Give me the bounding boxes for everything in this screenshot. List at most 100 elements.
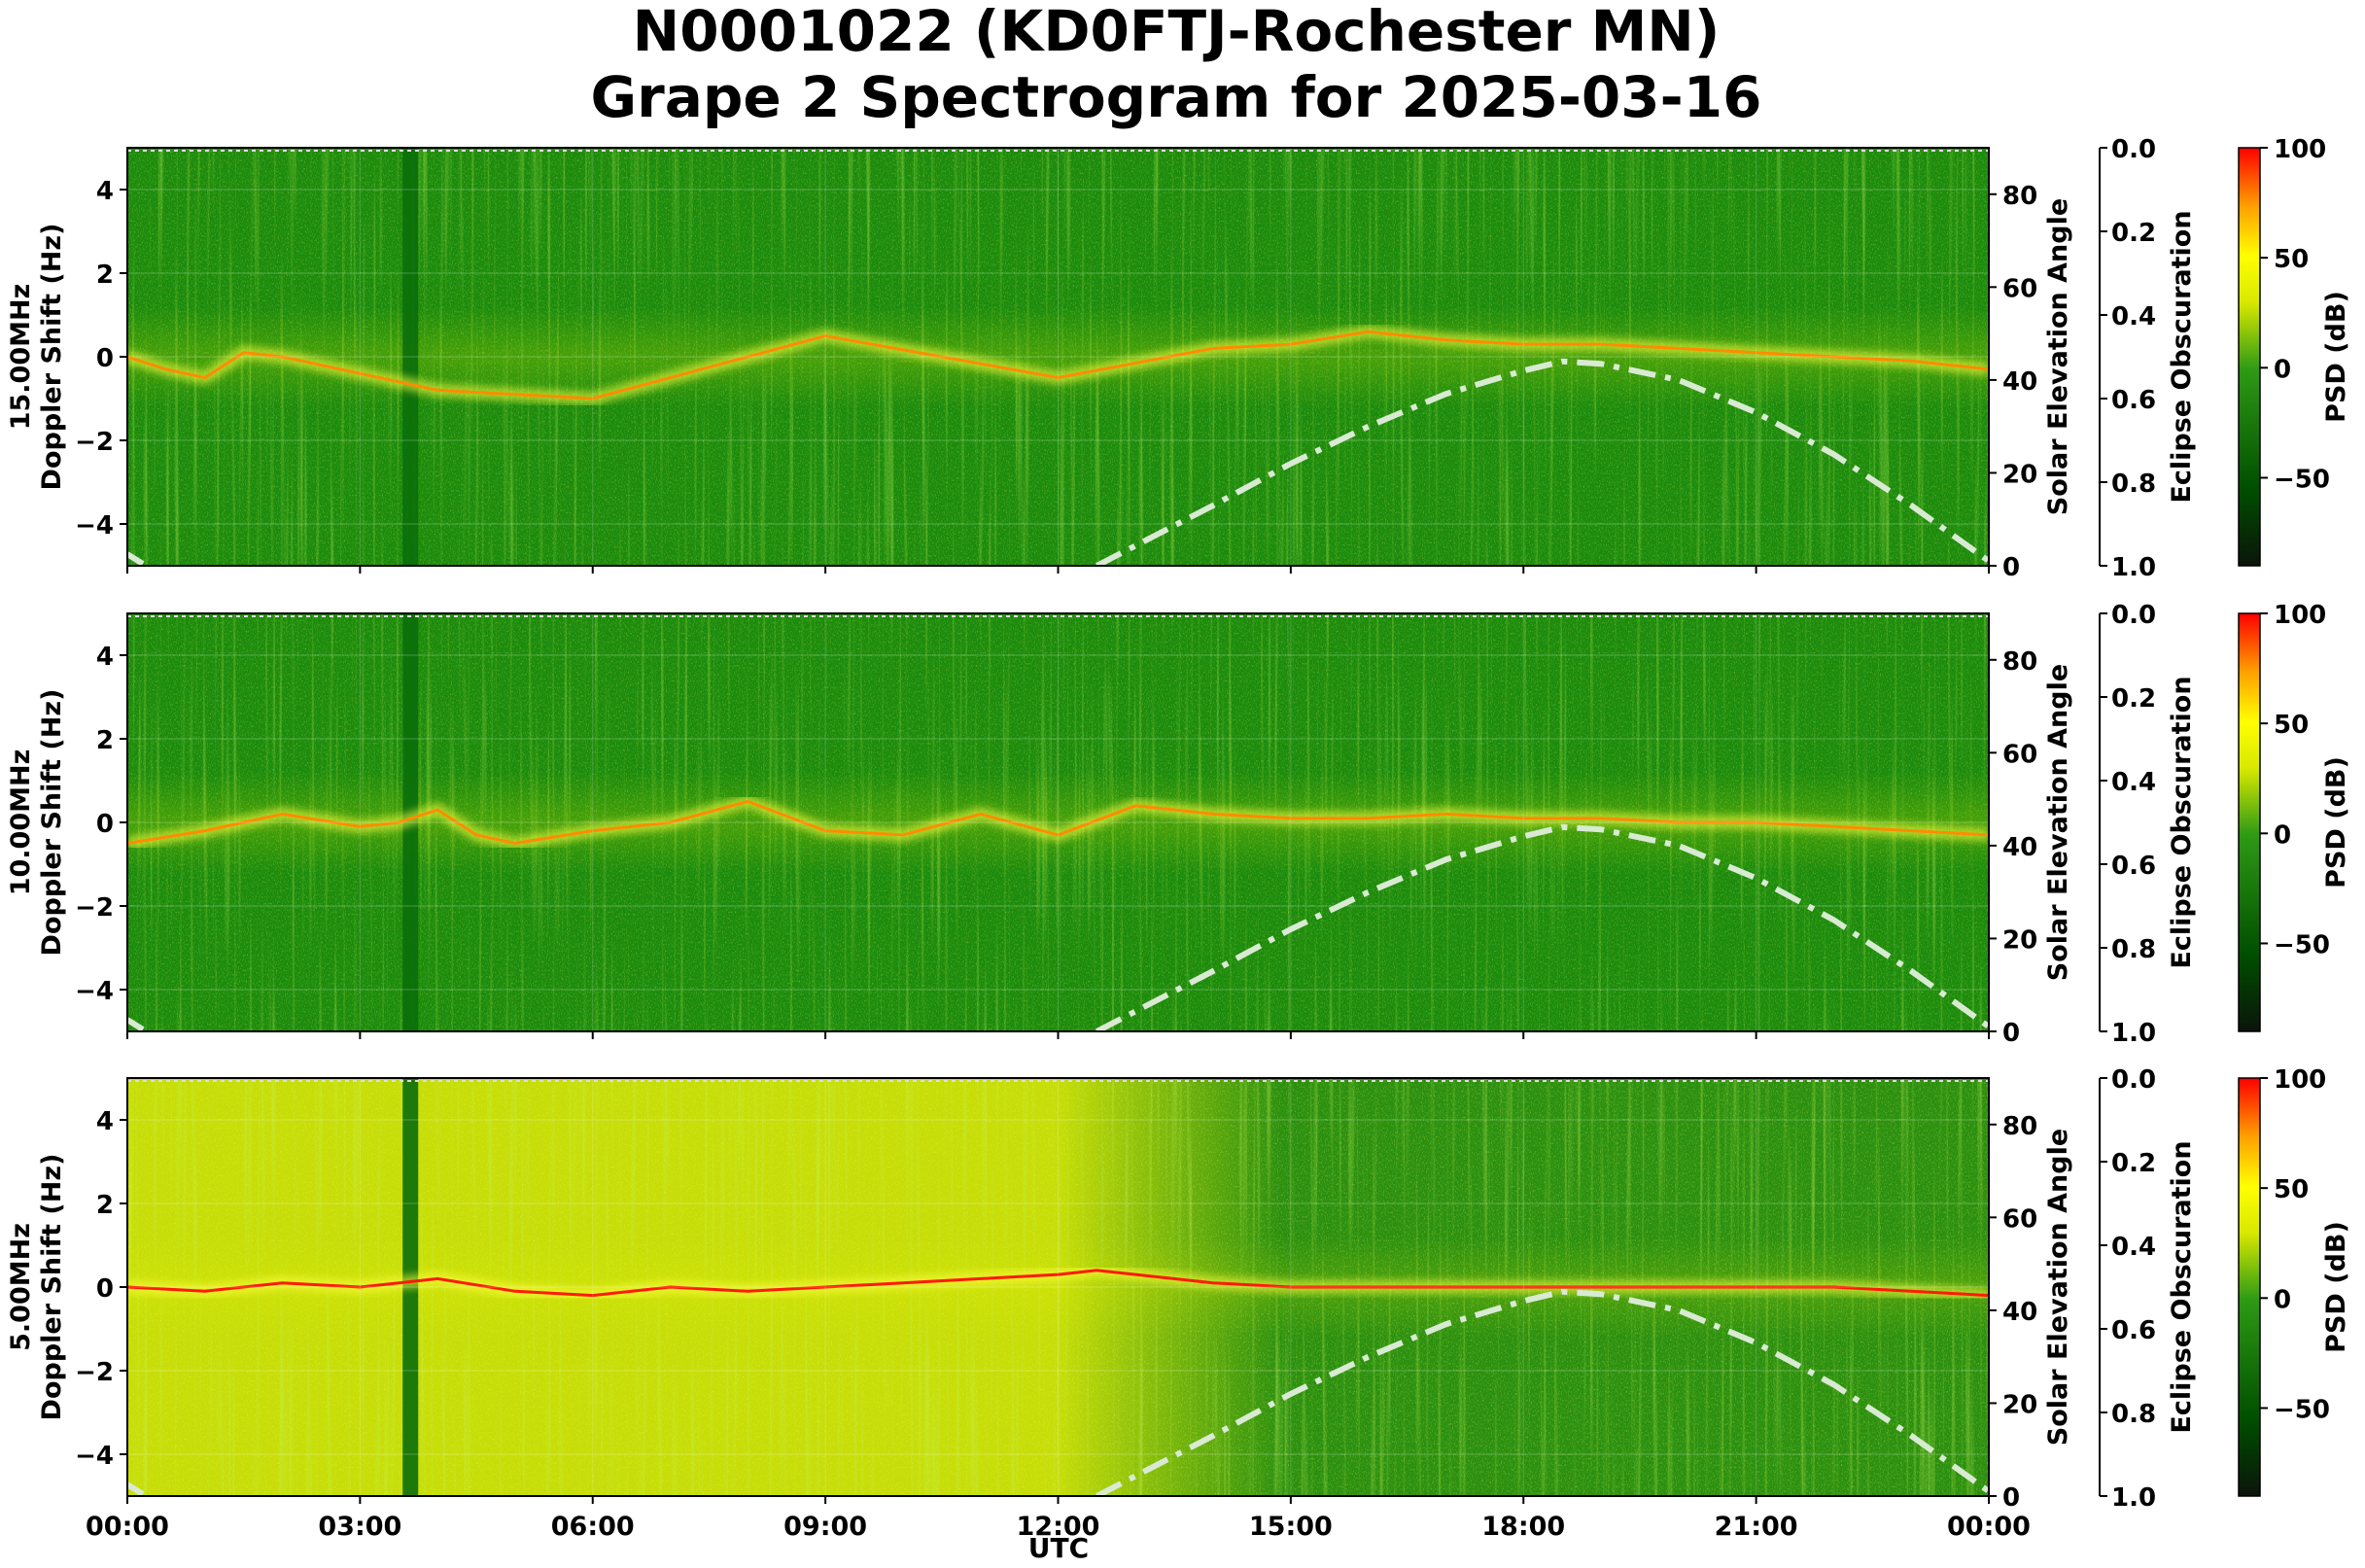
obscuration-tick-label: 1.0 — [2111, 1019, 2156, 1048]
elevation-tick-label: 20 — [2002, 925, 2037, 955]
elevation-tick-label: 80 — [2002, 182, 2037, 211]
x-tick-label: 21:00 — [1715, 1512, 1798, 1542]
obscuration-tick-label: 0.6 — [2111, 852, 2156, 881]
colorbar-label-group: PSD (dB) — [2321, 291, 2351, 423]
plot-area — [127, 1078, 1989, 1496]
x-tick-label: 00:00 — [86, 1512, 169, 1542]
y-axis-label: 15.00MHz Doppler Shift (Hz) — [6, 224, 67, 491]
obscuration-tick-label: 0.2 — [2111, 219, 2156, 248]
elevation-label: Solar Elevation Angle — [2043, 198, 2073, 515]
colorbar-label: PSD (dB) — [2321, 291, 2351, 423]
elevation-tick-label: 40 — [2002, 367, 2037, 397]
obscuration-axis-label: Eclipse Obscuration — [2167, 1140, 2197, 1433]
colorbar-tick-label: 100 — [2274, 135, 2326, 164]
obscuration-tick-label: 0.6 — [2111, 386, 2156, 415]
obscuration-tick-label: 0.8 — [2111, 470, 2156, 499]
elevation-tick-label: 40 — [2002, 1298, 2037, 1327]
colorbar-label: PSD (dB) — [2321, 756, 2351, 889]
panel-10.00mhz: 420−2−410.00MHz Doppler Shift (Hz)0204060… — [6, 601, 2351, 1048]
colorbar-tick-label: 0 — [2274, 355, 2291, 384]
obscuration-axis-label: Eclipse Obscuration — [2167, 210, 2197, 503]
colorbar — [2238, 612, 2261, 1032]
y-axis-label: 10.00MHz Doppler Shift (Hz) — [6, 689, 67, 957]
y-tick-label: 0 — [96, 1274, 114, 1304]
y-tick-label: 0 — [96, 810, 114, 839]
plot-area — [127, 148, 1989, 566]
doppler-axis-label: Doppler Shift (Hz) — [37, 689, 67, 957]
elevation-tick-label: 0 — [2002, 1483, 2020, 1513]
y-tick-label: −4 — [75, 511, 114, 540]
obscuration-tick-label: 0.2 — [2111, 684, 2156, 714]
obscuration-label: Eclipse Obscuration — [2167, 210, 2197, 503]
elevation-tick-label: 80 — [2002, 647, 2037, 677]
obscuration-label: Eclipse Obscuration — [2167, 676, 2197, 968]
elevation-tick-label: 60 — [2002, 1204, 2037, 1234]
obscuration-tick-label: 0.4 — [2111, 768, 2156, 797]
y-tick-label: 4 — [96, 177, 114, 206]
y-tick-label: −2 — [75, 893, 114, 923]
obscuration-label: Eclipse Obscuration — [2167, 1140, 2197, 1433]
obscuration-tick-label: 0.0 — [2111, 1065, 2156, 1095]
y-tick-label: −4 — [75, 977, 114, 1006]
elevation-tick-label: 20 — [2002, 460, 2037, 489]
obscuration-tick-label: 0.2 — [2111, 1149, 2156, 1178]
x-tick-label: 15:00 — [1249, 1512, 1333, 1542]
elevation-axis-label: Solar Elevation Angle — [2043, 664, 2073, 981]
elevation-tick-label: 60 — [2002, 740, 2037, 769]
x-tick-label: 00:00 — [1947, 1512, 2031, 1542]
y-tick-label: 4 — [96, 1107, 114, 1136]
y-tick-label: −4 — [75, 1442, 114, 1471]
colorbar-tick-label: 0 — [2274, 1285, 2291, 1314]
chart-title-line2: Grape 2 Spectrogram for 2025-03-16 — [591, 64, 1762, 130]
colorbar-tick-label: −50 — [2274, 465, 2330, 494]
colorbar-label: PSD (dB) — [2321, 1221, 2351, 1353]
data-gap-band — [402, 148, 419, 566]
colorbar-tick-label: −50 — [2274, 1395, 2330, 1424]
colorbar-tick-label: 100 — [2274, 601, 2326, 630]
elevation-axis-label: Solar Elevation Angle — [2043, 1129, 2073, 1446]
doppler-axis-label: Doppler Shift (Hz) — [37, 1154, 67, 1421]
solar-elevation-curve-start — [127, 1017, 145, 1031]
elevation-axis-label: Solar Elevation Angle — [2043, 198, 2073, 515]
y-tick-label: −2 — [75, 428, 114, 457]
colorbar-label-group: PSD (dB) — [2321, 1221, 2351, 1353]
obscuration-tick-label: 0.8 — [2111, 1400, 2156, 1429]
y-tick-label: 4 — [96, 643, 114, 672]
obscuration-tick-label: 1.0 — [2111, 1483, 2156, 1513]
obscuration-tick-label: 0.4 — [2111, 1233, 2156, 1262]
colorbar — [2238, 1077, 2261, 1497]
doppler-trace — [127, 1269, 1989, 1298]
plot-area — [127, 613, 1989, 1031]
solar-elevation-curve — [1096, 823, 1989, 1031]
elevation-tick-label: 40 — [2002, 833, 2037, 862]
panel-15.00mhz: 420−2−415.00MHz Doppler Shift (Hz)0204060… — [6, 135, 2351, 582]
y-tick-label: 2 — [96, 1191, 114, 1220]
y-tick-label: 0 — [96, 344, 114, 373]
colorbar-tick-label: 50 — [2274, 711, 2309, 740]
elevation-label: Solar Elevation Angle — [2043, 664, 2073, 981]
elevation-tick-label: 0 — [2002, 553, 2020, 582]
elevation-label: Solar Elevation Angle — [2043, 1129, 2073, 1446]
solar-elevation-curve-start — [127, 1481, 145, 1496]
colorbar-tick-label: −50 — [2274, 930, 2330, 959]
solar-elevation-curve-start — [127, 551, 145, 566]
colorbar-tick-label: 50 — [2274, 245, 2309, 274]
obscuration-tick-label: 0.8 — [2111, 935, 2156, 964]
obscuration-tick-label: 0.0 — [2111, 601, 2156, 630]
colorbar-label-group: PSD (dB) — [2321, 756, 2351, 889]
panel-5.00mhz: 420−2−45.00MHz Doppler Shift (Hz)02040608… — [6, 1065, 2351, 1542]
obscuration-tick-label: 0.4 — [2111, 302, 2156, 331]
panels: 420−2−415.00MHz Doppler Shift (Hz)0204060… — [6, 135, 2351, 1542]
panel-frequency-label: 15.00MHz — [6, 284, 36, 431]
obscuration-tick-label: 1.0 — [2111, 553, 2156, 582]
colorbar — [2238, 147, 2261, 567]
elevation-tick-label: 60 — [2002, 274, 2037, 303]
x-tick-label: 12:00 — [1017, 1512, 1100, 1542]
obscuration-tick-label: 0.6 — [2111, 1316, 2156, 1345]
panel-frequency-label: 5.00MHz — [6, 1223, 36, 1351]
x-tick-label: 03:00 — [318, 1512, 401, 1542]
doppler-trace — [127, 330, 1989, 401]
y-tick-label: 2 — [96, 261, 114, 290]
colorbar-tick-label: 0 — [2274, 820, 2291, 850]
